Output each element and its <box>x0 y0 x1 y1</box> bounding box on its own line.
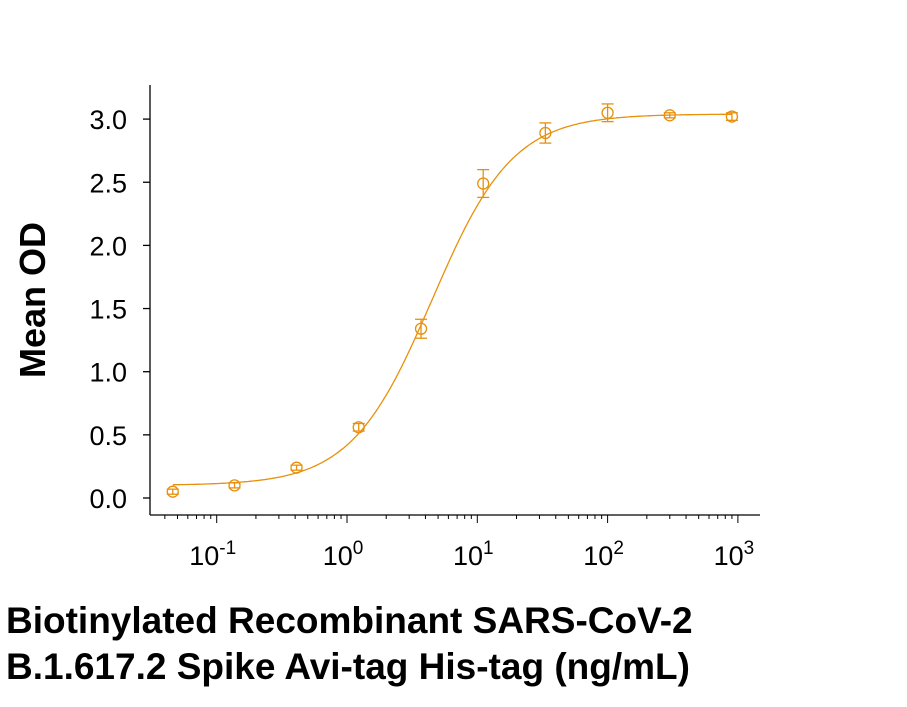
data-point <box>601 103 614 123</box>
x-tick-label: 101 <box>453 538 494 571</box>
y-tick-label: 1.0 <box>89 358 127 388</box>
x-tick-label: 10-1 <box>189 538 236 571</box>
point-marker <box>477 177 490 190</box>
y-ticks: 0.0 0.5 1.0 1.5 2.0 2.5 3.0 <box>89 105 150 514</box>
point-marker <box>166 485 179 498</box>
x-axis-label: Biotinylated Recombinant SARS-CoV-2 B.1.6… <box>6 598 693 690</box>
data-point <box>352 421 365 434</box>
x-tick-label: 100 <box>323 538 364 571</box>
x-axis-label-line-2: B.1.617.2 Spike Avi-tag His-tag (ng/mL) <box>6 646 690 687</box>
point-marker <box>414 322 428 335</box>
point-marker <box>601 106 614 119</box>
data-point <box>663 109 676 122</box>
x-ticks: 10-1 100 101 102 103 <box>164 515 755 571</box>
y-axis-label: Mean OD <box>12 222 53 378</box>
y-tick-label: 2.5 <box>89 168 127 198</box>
point-marker <box>539 126 552 140</box>
point-marker <box>352 421 365 434</box>
x-tick-label: 102 <box>583 538 624 571</box>
y-tick-label: 3.0 <box>89 105 127 135</box>
x-tick-label: 103 <box>714 538 755 571</box>
y-tick-label: 0.0 <box>89 484 127 514</box>
axes <box>149 85 760 516</box>
y-tick-label: 2.0 <box>89 231 127 261</box>
y-tick-label: 1.5 <box>89 295 127 325</box>
data-point <box>725 110 739 123</box>
point-marker <box>725 110 739 123</box>
data-point <box>290 461 303 474</box>
point-marker <box>290 461 303 474</box>
data-point <box>166 485 179 498</box>
data-point <box>477 168 490 199</box>
y-tick-label: 0.5 <box>89 421 127 451</box>
point-marker <box>663 109 676 122</box>
data-point <box>539 122 552 144</box>
x-axis-label-line-1: Biotinylated Recombinant SARS-CoV-2 <box>6 600 693 641</box>
data-points <box>166 103 739 498</box>
data-point <box>414 318 428 339</box>
point-marker <box>228 479 241 492</box>
data-point <box>228 479 241 492</box>
fit-curve <box>172 113 732 486</box>
